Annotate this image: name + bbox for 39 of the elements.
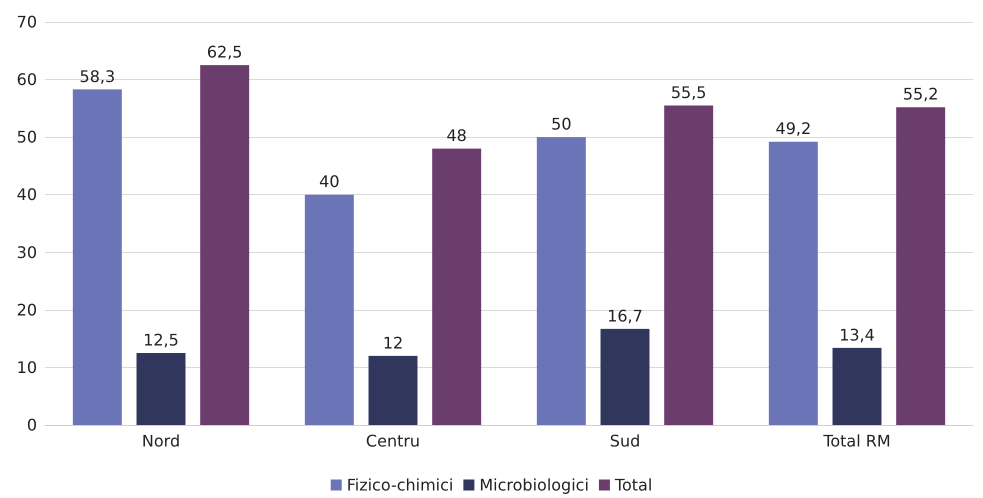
y-tick-label: 30 — [16, 242, 37, 262]
bar — [304, 194, 354, 425]
y-tick-label: 0 — [26, 416, 37, 434]
y-tick-label: 40 — [16, 185, 37, 204]
data-label: 50 — [551, 114, 572, 134]
bar — [200, 65, 250, 425]
legend-label: Total — [614, 476, 652, 494]
bar — [72, 89, 122, 425]
y-tick-label: 20 — [16, 300, 37, 320]
y-tick-label: 10 — [16, 358, 37, 377]
y-tick-label: 50 — [16, 128, 37, 147]
x-tick-label: Centru — [366, 432, 420, 450]
x-tick-label: Nord — [142, 432, 180, 450]
y-tick-label: 60 — [16, 70, 37, 90]
legend-label: Microbiologici — [479, 476, 589, 494]
data-label: 13,4 — [839, 325, 875, 344]
data-label: 40 — [319, 172, 340, 192]
bar — [600, 328, 650, 425]
bar — [664, 105, 714, 425]
x-tick-label: Sud — [610, 432, 640, 450]
legend-label: Fizico-chimici — [346, 476, 454, 494]
data-label: 12 — [382, 333, 404, 352]
data-label: 48 — [446, 126, 467, 146]
bar — [432, 148, 482, 425]
bar — [768, 142, 818, 425]
y-tick-label: 70 — [16, 12, 37, 32]
data-label: 16,7 — [607, 306, 643, 326]
data-label: 58,3 — [80, 66, 116, 86]
data-label: 12,5 — [143, 330, 179, 350]
bar — [136, 353, 186, 425]
data-label: 49,2 — [776, 119, 812, 138]
bar — [896, 107, 946, 425]
data-label: 55,2 — [902, 84, 938, 104]
x-tick-label: Total RM — [822, 432, 891, 450]
bar — [536, 137, 586, 425]
data-label: 62,5 — [206, 42, 242, 62]
bar — [368, 356, 418, 425]
data-label: 55,5 — [670, 82, 706, 102]
bar — [832, 348, 882, 425]
